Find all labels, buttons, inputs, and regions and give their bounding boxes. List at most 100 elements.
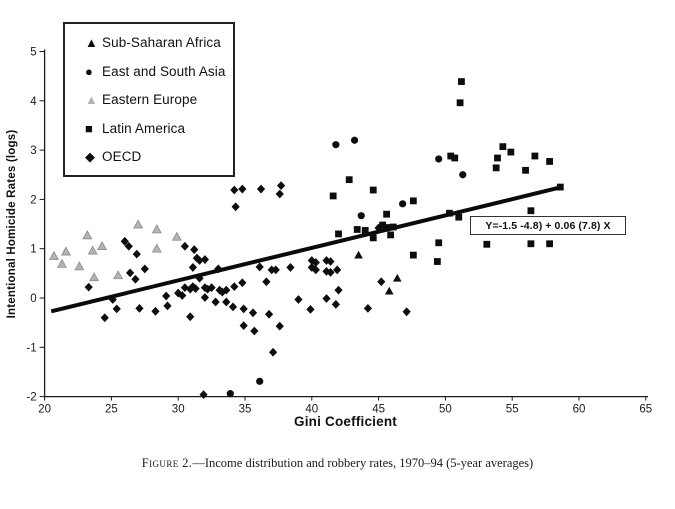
- data-point-eastern-europe: [151, 224, 162, 234]
- data-point-latin-america: [435, 239, 443, 247]
- trend-line: [50, 185, 563, 314]
- data-point-eastern-europe: [171, 231, 182, 241]
- x-tick-label: 60: [573, 404, 586, 416]
- data-point-oecd: [215, 285, 224, 295]
- legend-item-oecd: ◆ OECD: [85, 149, 227, 164]
- y-tick-label: -1: [26, 342, 36, 354]
- data-point-latin-america: [527, 240, 535, 248]
- data-point-eastern-europe: [89, 272, 100, 282]
- x-tick-label: 55: [506, 404, 519, 416]
- data-point-oecd: [238, 278, 247, 288]
- data-point-oecd: [262, 277, 271, 287]
- data-point-oecd: [112, 304, 121, 314]
- data-point-oecd: [331, 300, 340, 309]
- data-point-latin-america: [522, 166, 529, 174]
- data-point-oecd: [188, 263, 197, 272]
- data-point-oecd: [140, 264, 149, 274]
- data-point-oecd: [322, 294, 331, 303]
- data-point-oecd: [200, 293, 210, 302]
- data-point-latin-america: [447, 152, 455, 160]
- figure-caption: Figure 2.—Income distribution and robber…: [0, 456, 675, 471]
- data-point-latin-america: [361, 227, 369, 234]
- data-point-oecd: [231, 202, 240, 212]
- data-point-east-and-south-asia: [399, 200, 407, 208]
- data-point-sub-saharan-africa: [354, 250, 363, 259]
- data-point-latin-america: [353, 226, 361, 233]
- triangle-marker-icon: ▲: [85, 35, 98, 50]
- data-point-oecd: [191, 284, 200, 294]
- data-point-oecd: [211, 297, 220, 307]
- data-point-latin-america: [446, 209, 453, 217]
- data-point-eastern-europe: [60, 246, 71, 256]
- data-point-latin-america: [369, 186, 377, 194]
- legend-item-label: Sub-Saharan Africa: [102, 35, 221, 50]
- data-point-eastern-europe: [56, 258, 67, 268]
- data-point-latin-america: [492, 164, 500, 172]
- data-point-latin-america: [483, 240, 491, 248]
- data-point-latin-america: [455, 213, 463, 221]
- figure-caption-text: —Income distribution and robbery rates, …: [192, 456, 534, 470]
- data-point-oecd: [131, 274, 140, 284]
- data-point-oecd: [307, 256, 316, 265]
- data-point-oecd: [180, 241, 189, 251]
- data-point-oecd: [286, 263, 295, 272]
- data-point-oecd: [264, 309, 274, 319]
- y-tick-label: 4: [30, 96, 37, 108]
- data-point-latin-america: [546, 158, 554, 165]
- data-point-oecd: [151, 306, 160, 316]
- data-point-oecd: [256, 184, 266, 194]
- data-point-oecd: [190, 245, 199, 255]
- x-tick-label: 20: [38, 404, 51, 416]
- data-point-latin-america: [383, 210, 391, 218]
- x-axis-title: Gini Coefficient: [294, 414, 397, 429]
- data-point-oecd: [195, 256, 204, 265]
- data-point-oecd: [275, 189, 284, 199]
- legend-item-latin-america: ■ Latin America: [85, 121, 227, 136]
- chart-legend: ▲ Sub-Saharan Africa ● East and South Asia ▲…: [63, 22, 235, 177]
- data-point-oecd: [248, 308, 258, 318]
- x-tick-label: 25: [105, 404, 118, 416]
- regression-equation-text: Y=-1.5 -4.8) + 0.06 (7.8) X: [485, 219, 611, 232]
- data-point-east-and-south-asia: [350, 136, 359, 144]
- x-tick-label: 50: [439, 404, 452, 416]
- data-point-oecd: [326, 267, 335, 277]
- data-point-oecd: [377, 277, 386, 287]
- data-point-eastern-europe: [113, 270, 124, 280]
- data-point-oecd: [126, 268, 135, 278]
- y-tick-label: 5: [30, 47, 36, 59]
- data-point-oecd: [322, 266, 331, 276]
- data-point-oecd: [334, 285, 343, 295]
- y-tick-label: 2: [30, 194, 36, 206]
- legend-item-label: OECD: [102, 149, 142, 164]
- x-tick-label: 35: [239, 404, 252, 416]
- data-point-oecd: [311, 265, 320, 275]
- data-point-latin-america: [387, 231, 395, 239]
- data-point-eastern-europe: [151, 243, 162, 253]
- data-point-oecd: [195, 273, 204, 283]
- data-point-oecd: [214, 264, 223, 274]
- data-point-oecd: [174, 288, 183, 298]
- data-point-sub-saharan-africa: [384, 286, 394, 295]
- data-point-oecd: [363, 303, 373, 313]
- data-point-latin-america: [456, 99, 464, 107]
- data-point-oecd: [322, 256, 331, 265]
- data-point-east-and-south-asia: [226, 390, 234, 398]
- data-point-oecd: [255, 262, 264, 272]
- data-point-oecd: [268, 347, 278, 357]
- data-point-latin-america: [383, 224, 391, 231]
- data-point-oecd: [326, 257, 335, 266]
- x-tick-label: 65: [639, 404, 652, 416]
- data-point-east-and-south-asia: [459, 171, 467, 179]
- data-point-eastern-europe: [82, 230, 93, 240]
- legend-item-label: Eastern Europe: [102, 92, 198, 107]
- data-point-oecd: [333, 265, 342, 275]
- diamond-marker-icon: ◆: [85, 149, 95, 164]
- y-tick-label: -2: [26, 392, 36, 404]
- data-point-oecd: [230, 282, 239, 292]
- data-point-latin-america: [335, 230, 342, 238]
- data-point-oecd: [163, 301, 172, 311]
- y-tick-label: 0: [30, 293, 36, 305]
- data-point-oecd: [162, 291, 171, 301]
- x-tick-label: 45: [372, 404, 385, 416]
